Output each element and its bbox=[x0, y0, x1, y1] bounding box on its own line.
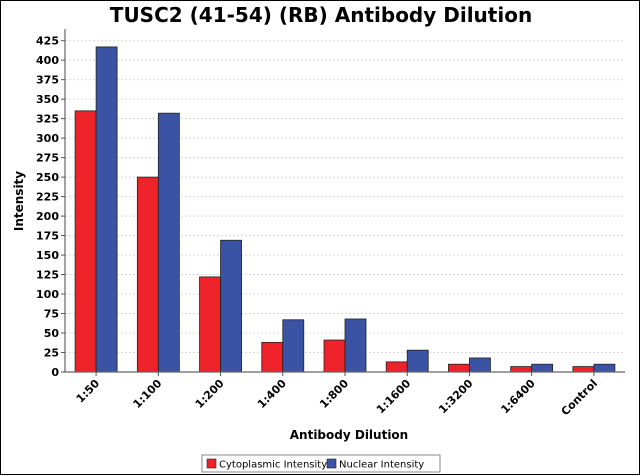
y-tick-label: 275 bbox=[36, 152, 59, 165]
x-tick-label: 1:100 bbox=[131, 377, 165, 411]
y-axis-ticks: 0 25 50 75 100 125 150 175 200 225 250 275 300 325 350… bbox=[36, 35, 65, 379]
x-axis-label: Antibody Dilution bbox=[290, 428, 408, 442]
bar-cytoplasmic-150 bbox=[74, 110, 97, 373]
bar-nuclear-Control bbox=[593, 363, 616, 373]
bar-nuclear-11600 bbox=[406, 349, 429, 373]
x-tick-label: 1:200 bbox=[193, 377, 227, 411]
bar-nuclear-150 bbox=[95, 46, 118, 373]
y-tick-label: 175 bbox=[36, 230, 59, 243]
bar-cytoplasmic-13200 bbox=[448, 363, 470, 373]
bar-nuclear-16400 bbox=[531, 363, 554, 373]
x-tick-label: 1:50 bbox=[74, 377, 103, 406]
y-tick-label: 100 bbox=[36, 288, 59, 301]
bar-nuclear-1400 bbox=[282, 319, 305, 373]
legend-box bbox=[201, 454, 441, 473]
y-tick-label: 400 bbox=[36, 54, 59, 67]
bar-nuclear-13200 bbox=[469, 357, 491, 373]
bar-cytoplasmic-1100 bbox=[136, 176, 159, 373]
y-tick-label: 150 bbox=[36, 249, 59, 262]
legend-swatch-nuclear bbox=[326, 458, 337, 469]
y-tick-label: 375 bbox=[36, 74, 59, 87]
y-tick-label: 325 bbox=[36, 113, 59, 126]
legend-swatch-cytoplasmic bbox=[206, 458, 217, 469]
x-axis-ticks: 1:50 1:100 1:200 1:400 1:800 1:1600 1:3200 1:64… bbox=[74, 372, 600, 418]
bars bbox=[74, 46, 616, 373]
x-tick-label: 1:6400 bbox=[498, 377, 538, 417]
y-tick-label: 250 bbox=[36, 171, 59, 184]
bar-cytoplasmic-1800 bbox=[323, 339, 346, 373]
bar-nuclear-1800 bbox=[344, 318, 367, 373]
x-tick-label: Control bbox=[559, 377, 600, 418]
bar-cytoplasmic-Control bbox=[572, 366, 595, 373]
x-tick-label: 1:800 bbox=[317, 377, 351, 411]
legend-label-cytoplasmic: Cytoplasmic Intensity bbox=[219, 460, 327, 471]
y-axis-label: Intensity bbox=[12, 171, 26, 231]
y-tick-label: 125 bbox=[36, 269, 59, 282]
x-tick-label: 1:400 bbox=[255, 377, 289, 411]
bar-cytoplasmic-11600 bbox=[385, 361, 408, 373]
bar-cytoplasmic-1200 bbox=[199, 276, 221, 373]
y-tick-label: 50 bbox=[44, 327, 60, 340]
legend: Cytoplasmic Intensity Nuclear Intensity bbox=[201, 454, 441, 473]
y-tick-label: 225 bbox=[36, 191, 59, 204]
y-tick-label: 25 bbox=[44, 347, 59, 360]
y-tick-label: 75 bbox=[44, 308, 59, 321]
chart-title: TUSC2 (41-54) (RB) Antibody Dilution bbox=[110, 3, 532, 27]
legend-label-nuclear: Nuclear Intensity bbox=[339, 460, 424, 471]
bar-cytoplasmic-1400 bbox=[261, 341, 284, 373]
bar-nuclear-1100 bbox=[157, 112, 180, 373]
x-tick-label: 1:1600 bbox=[374, 377, 414, 417]
y-tick-label: 0 bbox=[51, 366, 59, 379]
bar-nuclear-1200 bbox=[220, 239, 242, 373]
y-tick-label: 425 bbox=[36, 35, 59, 48]
y-tick-label: 300 bbox=[36, 132, 59, 145]
bar-cytoplasmic-16400 bbox=[510, 366, 533, 373]
y-tick-label: 350 bbox=[36, 93, 59, 106]
x-tick-label: 1:3200 bbox=[436, 377, 476, 417]
y-tick-label: 200 bbox=[36, 210, 59, 223]
